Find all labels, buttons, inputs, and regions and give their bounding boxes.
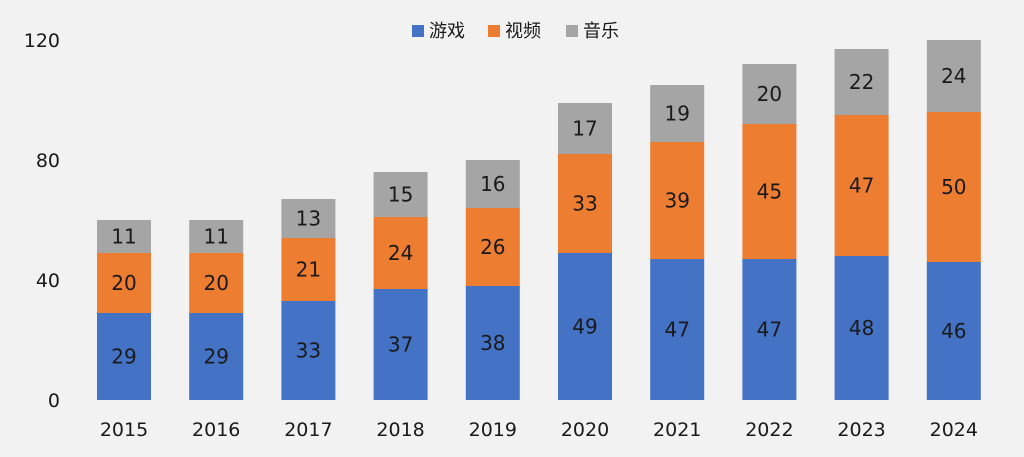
data-label-2021-series-2: 19	[664, 102, 689, 126]
data-label-2018-series-2: 15	[388, 183, 413, 207]
bar-2023-series-2	[834, 49, 889, 115]
legend-swatch-2	[566, 25, 578, 37]
legend-swatch-1	[488, 25, 500, 37]
bar-stack-2020: 49 33 17	[558, 103, 612, 400]
bar-stack-2019: 38 26 16	[465, 160, 520, 400]
bar-2020-series-0	[558, 253, 612, 400]
x-axis: 2015 2016 2017 2018 2019 2020 2021 2022 2023 2024	[100, 419, 978, 441]
bar-2022-series-1	[742, 124, 797, 259]
y-tick-label-80: 80	[36, 150, 60, 172]
data-label-2023-series-1: 47	[849, 174, 874, 198]
bar-2022-series-0	[742, 259, 797, 400]
data-label-2021-series-0: 47	[664, 318, 689, 342]
data-label-2023-series-2: 22	[849, 70, 874, 94]
data-label-2015-series-1: 20	[111, 271, 136, 295]
bar-stack-2022: 47 45 20	[742, 64, 797, 400]
bar-2017-series-0	[281, 301, 336, 400]
bar-2022-series-2	[742, 64, 797, 124]
bar-2021-series-1	[650, 142, 705, 259]
bar-2023-series-1	[834, 115, 889, 256]
x-tick-label-2020: 2020	[561, 419, 609, 441]
data-label-2015-series-0: 29	[111, 345, 136, 369]
data-label-2019-series-2: 16	[480, 172, 505, 196]
bar-stack-2023: 48 47 22	[834, 49, 889, 400]
bar-2018-series-1	[373, 217, 428, 289]
data-label-2022-series-0: 47	[757, 318, 782, 342]
y-tick-label-0: 0	[48, 390, 60, 412]
bar-2015-series-0	[97, 313, 151, 400]
bar-2015-series-2	[97, 220, 151, 253]
data-label-2017-series-1: 21	[296, 258, 321, 282]
x-tick-label-2019: 2019	[469, 419, 517, 441]
bar-2019-series-0	[465, 286, 520, 400]
bar-stack-2024: 46 50 24	[926, 40, 981, 400]
bar-2020-series-2	[558, 103, 612, 154]
bar-2021-series-2	[650, 85, 705, 142]
legend-label-0: 游戏	[429, 21, 465, 42]
data-label-2022-series-2: 20	[757, 82, 782, 106]
data-label-2024-series-1: 50	[941, 175, 966, 199]
bar-stack-2017: 33 21 13	[281, 199, 336, 400]
legend-swatch-0	[412, 25, 424, 37]
bar-stack-2016: 29 20 11	[189, 220, 244, 400]
bar-2024-series-1	[926, 112, 981, 262]
data-label-2018-series-1: 24	[388, 241, 413, 265]
bar-2023-series-0	[834, 256, 889, 400]
data-label-2018-series-0: 37	[388, 333, 413, 357]
x-tick-label-2016: 2016	[192, 419, 240, 441]
bar-2019-series-2	[465, 160, 520, 208]
data-label-2016-series-1: 20	[203, 271, 228, 295]
data-label-2020-series-2: 17	[572, 117, 597, 141]
y-tick-label-40: 40	[36, 270, 60, 292]
bar-2024-series-2	[926, 40, 981, 112]
x-tick-label-2017: 2017	[284, 419, 332, 441]
bar-2018-series-2	[373, 172, 428, 217]
data-label-2016-series-0: 29	[203, 345, 228, 369]
bar-2018-series-0	[373, 289, 428, 400]
y-tick-label-120: 120	[24, 30, 60, 52]
bar-2019-series-1	[465, 208, 520, 286]
legend-label-1: 视频	[505, 21, 541, 42]
bar-2017-series-1	[281, 238, 336, 301]
y-axis: 0 40 80 120	[24, 30, 60, 412]
data-label-2019-series-0: 38	[480, 331, 505, 355]
x-tick-label-2021: 2021	[653, 419, 701, 441]
data-label-2017-series-0: 33	[296, 339, 321, 363]
data-label-2021-series-1: 39	[664, 189, 689, 213]
data-label-2024-series-0: 46	[941, 319, 966, 343]
bar-2015-series-1	[97, 253, 151, 313]
data-label-2020-series-0: 49	[572, 315, 597, 339]
data-label-2020-series-1: 33	[572, 192, 597, 216]
data-label-2022-series-1: 45	[757, 180, 782, 204]
bar-stack-2015: 29 20 11	[97, 220, 151, 400]
data-label-2019-series-1: 26	[480, 235, 505, 259]
legend-label-2: 音乐	[583, 21, 619, 42]
data-label-2017-series-2: 13	[296, 207, 321, 231]
bar-2016-series-0	[189, 313, 244, 400]
bar-2021-series-0	[650, 259, 705, 400]
legend: 游戏 视频 音乐	[412, 21, 619, 42]
x-tick-label-2023: 2023	[837, 419, 885, 441]
x-tick-label-2018: 2018	[376, 419, 424, 441]
bar-2024-series-0	[926, 262, 981, 400]
x-tick-label-2022: 2022	[745, 419, 793, 441]
bar-2016-series-2	[189, 220, 244, 253]
bars: 29 20 11 29 20 11 33 21 13 37 24 15 38 26 16 49 33 17 47 39…	[97, 40, 981, 400]
data-label-2016-series-2: 11	[203, 225, 228, 249]
x-tick-label-2024: 2024	[930, 419, 978, 441]
bar-2017-series-2	[281, 199, 336, 238]
data-label-2015-series-2: 11	[111, 225, 136, 249]
bar-2016-series-1	[189, 253, 244, 313]
bar-stack-2021: 47 39 19	[650, 85, 705, 400]
bar-stack-2018: 37 24 15	[373, 172, 428, 400]
data-label-2024-series-2: 24	[941, 64, 966, 88]
data-label-2023-series-0: 48	[849, 316, 874, 340]
bar-2020-series-1	[558, 154, 612, 253]
x-tick-label-2015: 2015	[100, 419, 148, 441]
